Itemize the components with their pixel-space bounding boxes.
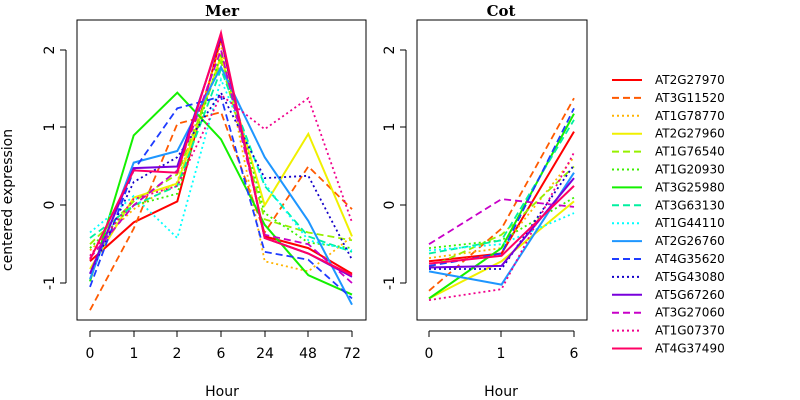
- mer-x-axis: 0 1 2 6 24 48 72: [86, 330, 361, 362]
- mer-x-tick-label: 0: [86, 346, 95, 362]
- mer-x-tick-label: 24: [256, 346, 274, 362]
- mer-y-tick-label: 0: [42, 201, 58, 210]
- legend-label: AT1G44110: [655, 216, 725, 230]
- cot-x-axis-title: Hour: [484, 384, 518, 400]
- mer-y-axis: -1 0 1 2: [42, 46, 67, 290]
- mer-series-line-at5g43080: [89, 90, 353, 275]
- mer-y-tick-label: -1: [42, 276, 58, 290]
- cot-series-line-at2g27970: [428, 131, 575, 263]
- mer-x-axis-title: Hour: [205, 384, 239, 400]
- mer-series-line-at2g26760: [89, 64, 353, 306]
- legend-item: AT2G26760: [612, 234, 725, 248]
- legend-item: AT3G27060: [612, 306, 725, 320]
- legend-item: AT3G63130: [612, 198, 725, 212]
- cot-y-tick-label: 0: [382, 201, 398, 210]
- cot-panel: Cot -1 0 1 2 0 1 6 Hour: [382, 2, 588, 400]
- cot-title: Cot: [487, 2, 516, 20]
- mer-series-line-at3g27060: [89, 46, 353, 284]
- legend-label: AT2G26760: [655, 234, 725, 248]
- legend-label: AT1G76540: [655, 145, 725, 159]
- legend-label: AT1G78770: [655, 109, 725, 123]
- legend-item: AT2G27960: [612, 127, 725, 141]
- legend-item: AT1G20930: [612, 163, 725, 177]
- legend-item: AT1G78770: [612, 109, 725, 123]
- legend-label: AT3G11520: [655, 91, 725, 105]
- cot-series-line-at1g44110: [428, 212, 575, 252]
- mer-series-line-at1g76540: [89, 58, 353, 245]
- legend-label: AT3G63130: [655, 198, 725, 212]
- legend-item: AT1G44110: [612, 216, 725, 230]
- legend-item: AT4G37490: [612, 342, 725, 356]
- cot-series-lines: [428, 97, 575, 301]
- mer-series-lines: [89, 28, 353, 311]
- legend-item: AT5G43080: [612, 270, 725, 284]
- cot-series-line-at3g27060: [428, 198, 575, 245]
- mer-x-tick-label: 6: [217, 346, 226, 362]
- mer-y-tick-label: 1: [42, 123, 58, 132]
- cot-y-tick-label: 1: [382, 123, 398, 132]
- cot-y-tick-label: 2: [382, 46, 398, 55]
- mer-y-tick-label: 2: [42, 46, 58, 55]
- mer-x-tick-label: 48: [299, 346, 317, 362]
- cot-series-line-at1g78770: [428, 156, 575, 259]
- legend-label: AT1G20930: [655, 163, 725, 177]
- legend: AT2G27970 AT3G11520 AT1G78770 AT2G27960 AT1G…: [612, 73, 725, 356]
- mer-series-line-at1g78770: [89, 43, 353, 273]
- cot-x-tick-label: 6: [570, 346, 579, 362]
- cot-series-line-at1g76540: [428, 165, 575, 269]
- cot-series-line-at4g37490: [428, 185, 575, 265]
- legend-label: AT3G25980: [655, 180, 725, 194]
- cot-series-line-at5g67260: [428, 177, 575, 269]
- mer-series-line-at3g63130: [89, 66, 353, 253]
- cot-y-tick-label: -1: [382, 276, 398, 290]
- mer-series-line-at4g35620: [89, 95, 353, 300]
- legend-item: AT2G27970: [612, 73, 725, 87]
- legend-label: AT4G37490: [655, 342, 725, 356]
- legend-label: AT2G27960: [655, 127, 725, 141]
- legend-item: AT3G11520: [612, 91, 725, 105]
- mer-series-line-at1g07370: [89, 93, 353, 257]
- cot-x-axis: 0 1 6: [425, 330, 579, 362]
- mer-series-line-at3g11520: [89, 111, 353, 311]
- mer-x-tick-label: 2: [173, 346, 182, 362]
- legend-label: AT2G27970: [655, 73, 725, 87]
- legend-item: AT3G25980: [612, 180, 725, 194]
- cot-series-line-at3g63130: [428, 119, 575, 255]
- y-axis-title: centered expression: [0, 129, 16, 271]
- mer-series-line-at4g37490: [89, 28, 353, 277]
- cot-x-tick-label: 1: [497, 346, 506, 362]
- cot-plot-frame: [416, 19, 588, 321]
- legend-label: AT5G43080: [655, 270, 725, 284]
- cot-series-line-at2g27960: [428, 200, 575, 300]
- legend-item: AT1G76540: [612, 145, 725, 159]
- mer-x-tick-label: 1: [130, 346, 139, 362]
- legend-label: AT5G67260: [655, 288, 725, 302]
- mer-series-line-at1g44110: [89, 76, 353, 252]
- mer-x-tick-label: 72: [343, 346, 361, 362]
- mer-series-line-at3g25980: [89, 91, 353, 296]
- mer-panel: Mer -1 0 1 2 centered expression 0 1 2: [0, 2, 367, 400]
- legend-label: AT3G27060: [655, 306, 725, 320]
- legend-item: AT4G35620: [612, 252, 725, 266]
- mer-plot-frame: [76, 19, 367, 321]
- legend-item: AT5G67260: [612, 288, 725, 302]
- legend-label: AT4G35620: [655, 252, 725, 266]
- legend-label: AT1G07370: [655, 324, 725, 338]
- mer-title: Mer: [205, 2, 240, 20]
- cot-y-axis: -1 0 1 2: [382, 46, 407, 290]
- legend-item: AT1G07370: [612, 324, 725, 338]
- cot-series-line-at1g07370: [428, 152, 575, 301]
- cot-x-tick-label: 0: [425, 346, 434, 362]
